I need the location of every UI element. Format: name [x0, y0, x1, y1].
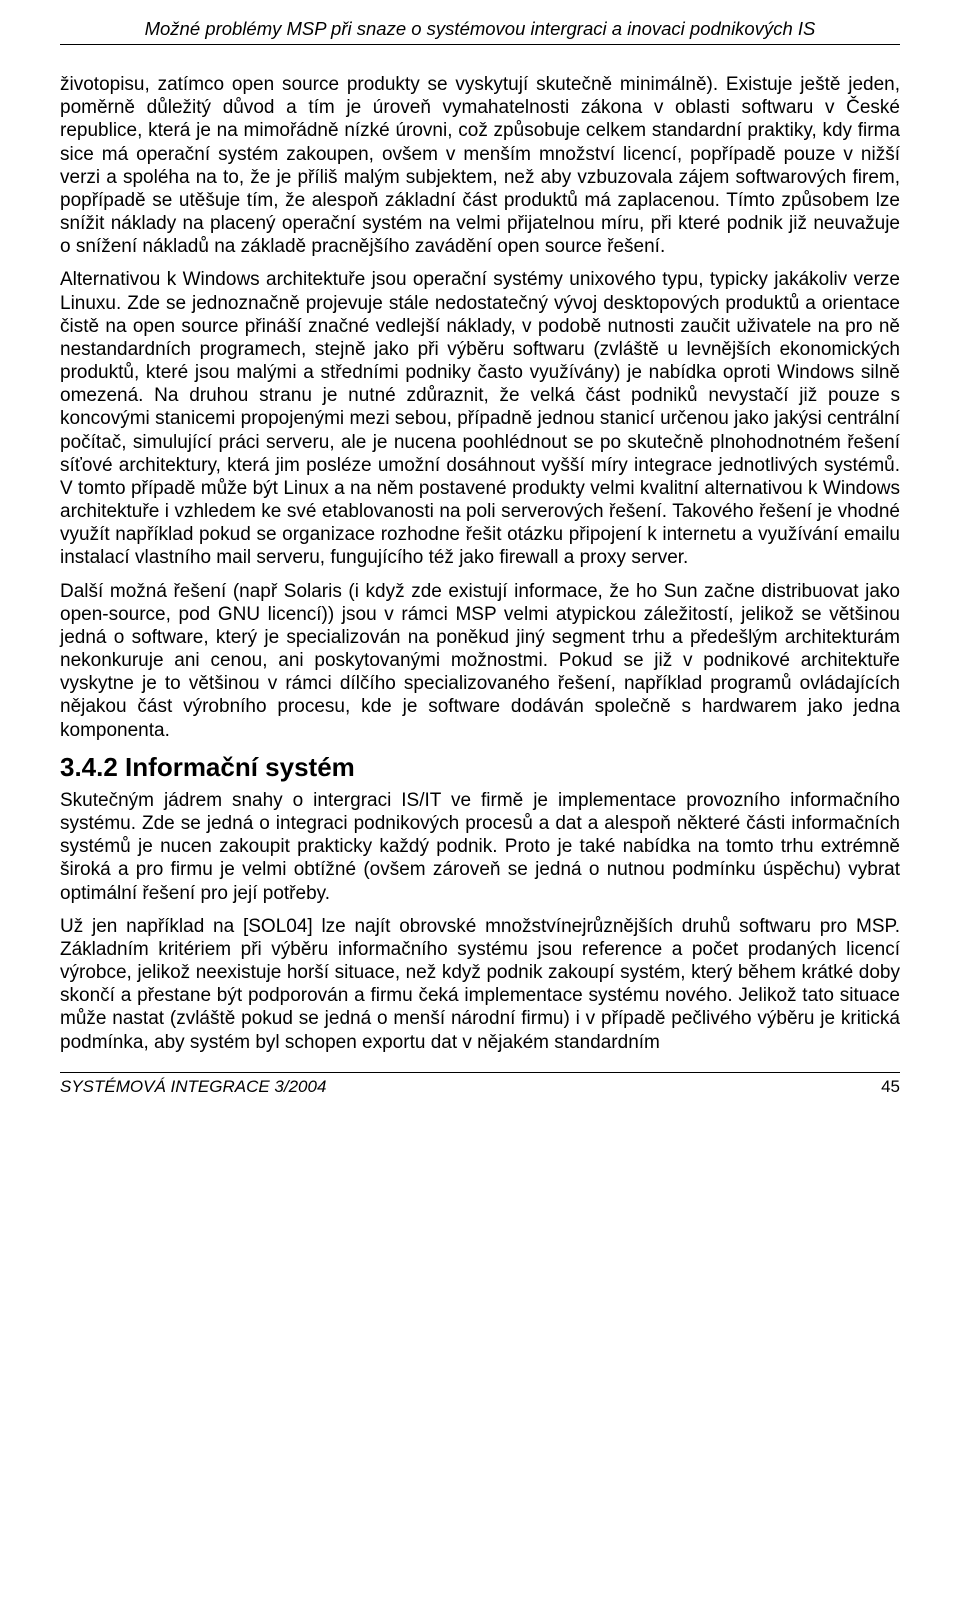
page-footer: SYSTÉMOVÁ INTEGRACE 3/2004 45	[60, 1072, 900, 1097]
header-title: Možné problémy MSP při snaze o systémovo…	[60, 18, 900, 45]
paragraph-3: Další možná řešení (např Solaris (i když…	[60, 580, 900, 742]
paragraph-1: životopisu, zatímco open source produkty…	[60, 73, 900, 258]
paragraph-2: Alternativou k Windows architektuře jsou…	[60, 268, 900, 569]
footer-page-number: 45	[881, 1077, 900, 1097]
footer-publication: SYSTÉMOVÁ INTEGRACE 3/2004	[60, 1077, 326, 1097]
paragraph-4: Skutečným jádrem snahy o intergraci IS/I…	[60, 789, 900, 905]
section-heading: 3.4.2 Informační systém	[60, 752, 900, 783]
paragraph-5: Už jen například na [SOL04] lze najít ob…	[60, 915, 900, 1054]
page-content: Možné problémy MSP při snaze o systémovo…	[0, 0, 960, 1117]
